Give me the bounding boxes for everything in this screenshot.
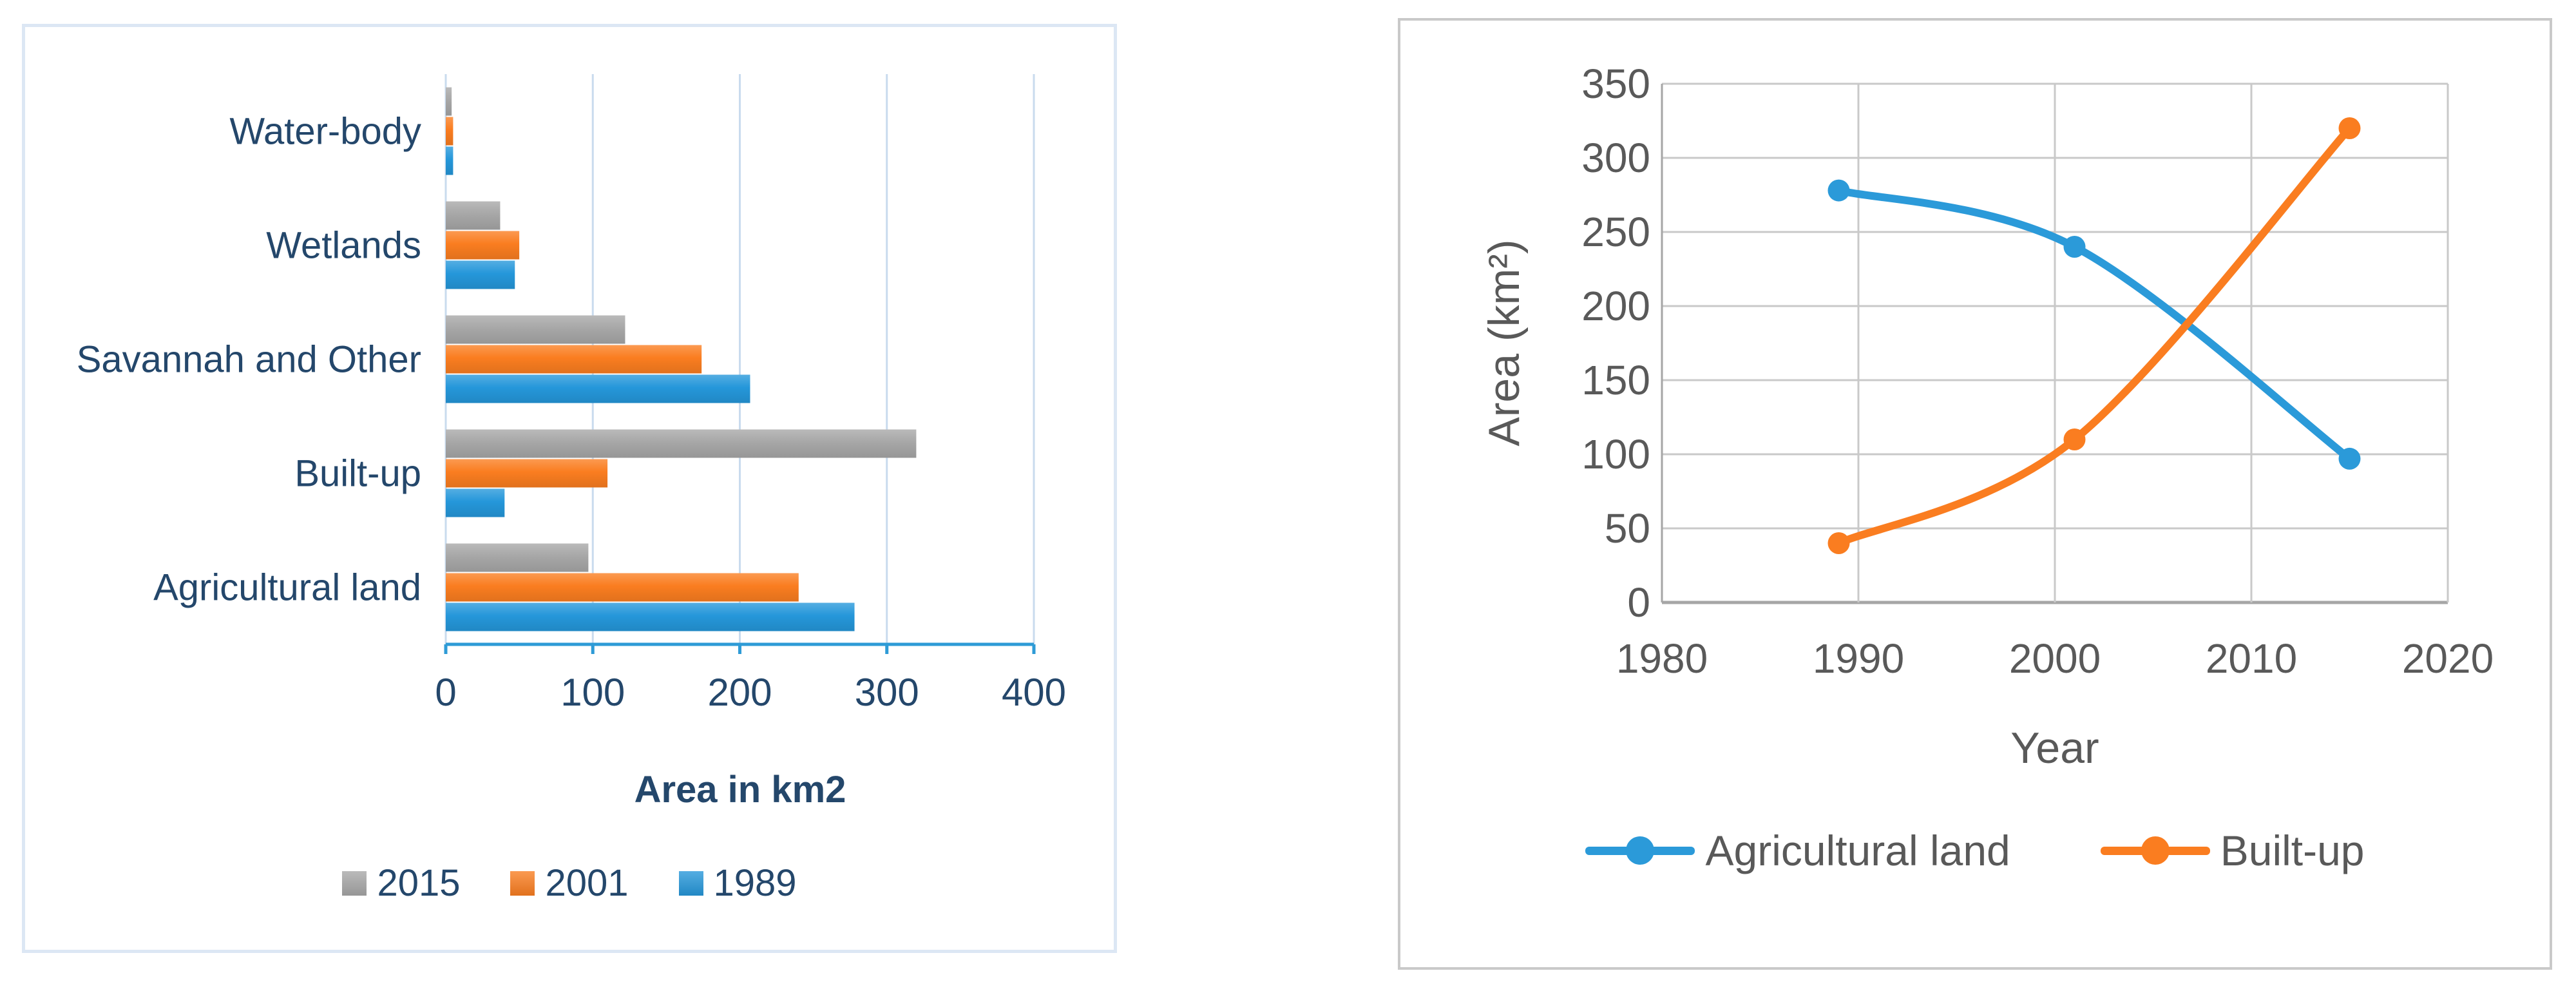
line-y-tick-label: 100	[1581, 431, 1650, 477]
bar-1989	[446, 602, 855, 631]
bar-x-tick-label: 400	[1002, 671, 1066, 714]
legend-swatch-2001-icon	[510, 871, 535, 896]
line-x-tick-label: 2020	[2402, 635, 2494, 682]
legend-item-1989: 1989	[678, 861, 797, 905]
data-point-marker	[2063, 428, 2086, 450]
line-y-tick-label: 350	[1581, 61, 1650, 107]
line-x-tick-label: 2010	[2206, 635, 2297, 682]
legend-label-built-up: Built-up	[2220, 827, 2365, 874]
line-y-tick-label: 250	[1581, 209, 1650, 255]
line-x-tick-label: 1980	[1616, 635, 1708, 682]
legend-label-2015: 2015	[377, 862, 461, 904]
line-chart-panel: 0 50 100 150 200 250 300 350 1980 1990 2000 2010 202…	[1398, 18, 2552, 970]
bar-x-axis-title: Area in km2	[634, 769, 846, 811]
bar-1989	[446, 488, 505, 517]
bar-2015	[446, 429, 917, 458]
legend-line-marker-icon	[1585, 836, 1695, 865]
line-legend: Agricultural land Built-up	[1400, 826, 2550, 875]
line-y-tick-label: 150	[1581, 357, 1650, 403]
bar-category-label: Built-up	[294, 453, 421, 495]
data-point-marker	[2338, 117, 2361, 139]
legend-item-built-up: Built-up	[2100, 826, 2365, 875]
bar-1989	[446, 146, 453, 175]
legend-item-2015: 2015	[342, 861, 460, 905]
line-y-tick-label: 50	[1605, 505, 1650, 552]
line-y-tick-label: 300	[1581, 135, 1650, 181]
data-point-marker	[2063, 236, 2086, 258]
bar-2001	[446, 459, 608, 488]
bar-category-label: Savannah and Other	[77, 339, 421, 381]
bar-2015	[446, 543, 589, 572]
line-series-Built-up	[1835, 124, 2354, 547]
line-y-tick-label: 0	[1627, 579, 1650, 626]
data-point-marker	[1827, 179, 1850, 202]
bar-2001	[446, 231, 520, 260]
bar-x-tick-label: 0	[435, 671, 456, 714]
bar-x-tick-label: 200	[707, 671, 772, 714]
bar-2015	[446, 315, 625, 344]
line-x-tick-label: 1990	[1813, 635, 1904, 682]
legend-item-2001: 2001	[510, 861, 629, 905]
bar-x-tick-label: 100	[560, 671, 625, 714]
bar-chart: Water-body Wetlands Savannah and Other Buil…	[77, 74, 1066, 714]
legend-label-agricultural-land: Agricultural land	[1705, 827, 2010, 874]
bar-1989	[446, 260, 515, 289]
bar-chart-panel: Water-body Wetlands Savannah and Other Buil…	[22, 24, 1117, 953]
bar-category-label: Water-body	[229, 111, 421, 153]
legend-swatch-1989-icon	[678, 871, 703, 896]
bar-2015	[446, 87, 452, 116]
bar-1989	[446, 374, 750, 403]
bar-2001	[446, 117, 453, 146]
bar-2001	[446, 345, 702, 374]
legend-label-1989: 1989	[713, 862, 797, 904]
legend-item-agricultural-land: Agricultural land	[1585, 826, 2010, 875]
data-point-marker	[1827, 532, 1850, 554]
data-point-marker	[2338, 447, 2361, 470]
legend-label-2001: 2001	[545, 862, 629, 904]
legend-dot-icon	[2141, 836, 2170, 865]
legend-swatch-2015-icon	[342, 871, 367, 896]
bar-category-label: Wetlands	[266, 225, 421, 267]
line-y-tick-label: 200	[1581, 283, 1650, 329]
bar-x-tick-label: 300	[855, 671, 919, 714]
bar-2001	[446, 573, 799, 602]
line-series-Agricultural land	[1835, 186, 2354, 463]
line-x-tick-label: 2000	[2009, 635, 2101, 682]
line-x-axis-title: Year	[2010, 724, 2099, 773]
line-y-axis-title: Area (km²)	[1480, 239, 1529, 447]
bar-2015	[446, 201, 501, 230]
line-chart: 0 50 100 150 200 250 300 350 1980 1990 2000 2010 202…	[1581, 61, 2494, 682]
bar-legend: 2015 2001 1989	[25, 861, 1114, 905]
legend-line-marker-icon	[2100, 836, 2210, 865]
legend-dot-icon	[1626, 836, 1655, 865]
bar-category-label: Agricultural land	[153, 567, 421, 609]
